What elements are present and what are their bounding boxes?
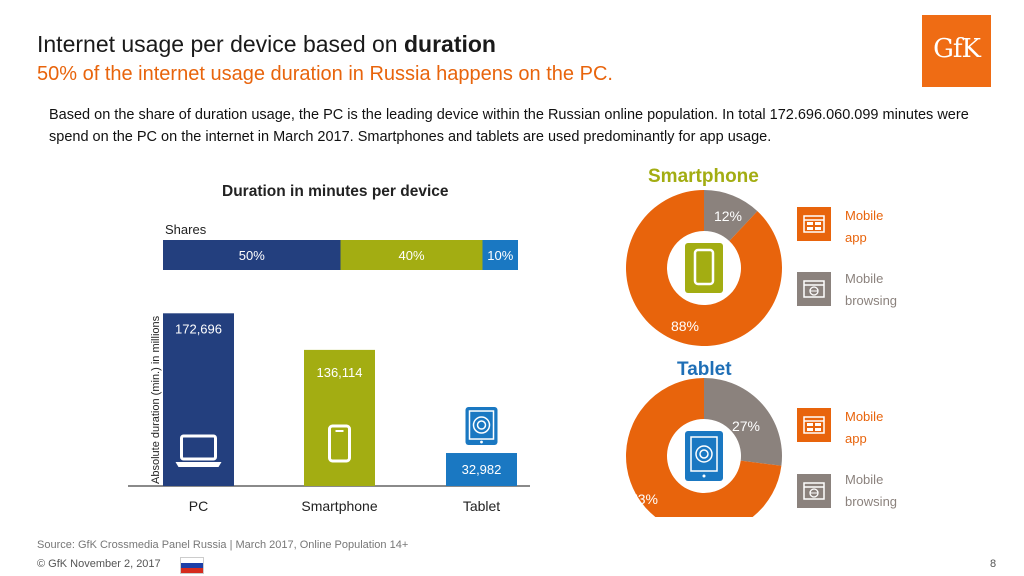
legend-label-line1: Mobile [845, 472, 884, 487]
y-axis-label: Absolute duration (min.) in millions [150, 315, 162, 484]
page-number: 8 [990, 558, 997, 570]
smartphone-pie-title: Smartphone [648, 166, 759, 187]
bar-value-label: 32,982 [462, 462, 502, 477]
bar-chart-title: Duration in minutes per device [222, 183, 449, 200]
category-label: PC [189, 498, 208, 514]
smartphone-pie-chart: 12% 88% [626, 190, 782, 346]
share-segment-pc [163, 240, 341, 270]
share-label: 50% [239, 248, 265, 263]
slice-label: 73% [630, 491, 658, 507]
tablet-icon [465, 407, 498, 446]
legend-label-line1: Mobile [845, 208, 884, 223]
page-title: Internet usage per device based on durat… [37, 31, 496, 58]
copyright: © GfK November 2, 2017 [37, 558, 161, 570]
bar-pc [163, 313, 234, 486]
slice-mobile-app [626, 190, 782, 346]
share-segment-tablet [482, 240, 518, 270]
slice-label: 27% [732, 418, 760, 434]
share-segment-smartphone [340, 240, 483, 270]
mobile-app-icon [797, 408, 831, 442]
gfk-logo: GfK [922, 15, 991, 87]
slice-mobile-app [626, 378, 782, 517]
title-bold: duration [403, 31, 496, 57]
legend-label-line2: app [845, 230, 867, 245]
bar-tablet [446, 453, 517, 486]
share-label: 40% [398, 248, 424, 263]
title-prefix: Internet usage per device based on [37, 31, 404, 57]
source-note: Source: GfK Crossmedia Panel Russia | Ma… [37, 539, 409, 551]
logo-text: GfK [933, 34, 981, 64]
smartphone-icon [685, 243, 723, 293]
bar-value-label: 172,696 [175, 321, 222, 336]
slice-label: 88% [671, 318, 699, 334]
laptop-icon [175, 434, 222, 467]
mobile-app-icon [797, 207, 831, 241]
mobile-browsing-icon [797, 272, 831, 306]
legend-label-line2: browsing [845, 494, 898, 509]
mobile-browsing-icon [797, 474, 831, 508]
bar-smartphone [304, 349, 375, 486]
legend-tablet-app: Mobile app [845, 406, 883, 450]
intro-paragraph: Based on the share of duration usage, th… [49, 107, 969, 145]
category-label: Smartphone [301, 498, 377, 514]
legend-label-line1: Mobile [845, 271, 884, 286]
smartphone-icon [328, 424, 351, 463]
slice-mobile-browsing [704, 190, 758, 242]
legend-label-line2: browsing [845, 293, 898, 308]
tablet-pie-chart: 27% 73% [626, 378, 782, 517]
bar-chart: 50% 40% 10% Absolute duration (min.) in mil… [128, 240, 530, 514]
legend-label-line2: app [845, 431, 867, 446]
shares-label: Shares [165, 222, 207, 237]
slice-label: 12% [714, 208, 742, 224]
russia-flag-icon [180, 557, 204, 574]
legend-tablet-browsing: Mobile browsing [845, 469, 897, 513]
legend-label-line1: Mobile [845, 409, 884, 424]
share-label: 10% [487, 248, 513, 263]
legend-smartphone-browsing: Mobile browsing [845, 268, 897, 312]
slice-mobile-browsing [704, 378, 782, 466]
category-label: Tablet [463, 498, 500, 514]
tablet-icon [685, 431, 723, 481]
bar-value-label: 136,114 [316, 365, 362, 380]
tablet-pie-title: Tablet [677, 359, 732, 380]
legend-smartphone-app: Mobile app [845, 205, 883, 249]
page-subtitle: 50% of the internet usage duration in Ru… [37, 63, 613, 85]
